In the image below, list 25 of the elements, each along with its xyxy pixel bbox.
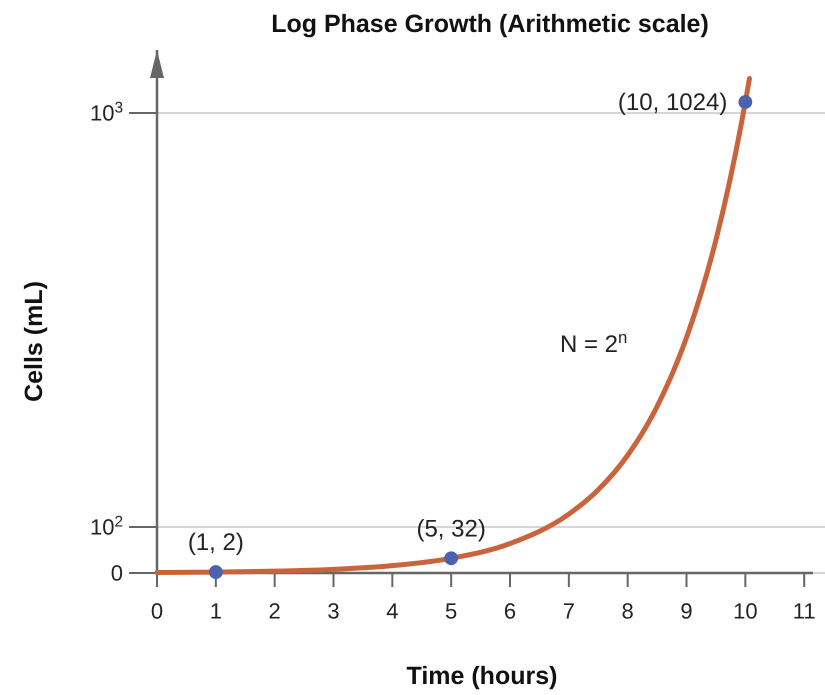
point bbox=[738, 95, 752, 109]
annotation: N = 2$^{n}$ bbox=[560, 328, 628, 358]
x-tick-label: 5 bbox=[445, 598, 458, 624]
x-tick-label: 2 bbox=[268, 598, 281, 624]
y-tick-label: 10$^{2}$ bbox=[90, 513, 123, 540]
y-tick-label: 0 bbox=[110, 560, 123, 586]
y-axis-title: Cells (mL) bbox=[20, 281, 48, 402]
x-tick-label: 1 bbox=[210, 598, 222, 624]
y-tick-label: 10$^{3}$ bbox=[90, 99, 123, 126]
annotation: (5, 32) bbox=[416, 515, 486, 542]
x-tick-label: 3 bbox=[327, 598, 340, 624]
x-tick-label: 8 bbox=[622, 598, 634, 624]
annotation: (1, 2) bbox=[188, 529, 244, 556]
point bbox=[208, 565, 223, 579]
x-tick-label: 11 bbox=[792, 598, 816, 624]
x-tick-label: 4 bbox=[386, 598, 398, 624]
x-tick-label: 10 bbox=[733, 598, 758, 624]
annotation: (10, 1024) bbox=[618, 88, 728, 116]
x-axis-title: Time (hours) bbox=[406, 662, 558, 690]
x-tick-label: 7 bbox=[562, 598, 575, 624]
x-tick-label: 6 bbox=[504, 598, 516, 624]
point bbox=[444, 551, 458, 566]
x-tick-label: 9 bbox=[680, 598, 693, 624]
chart-title: Log Phase Growth (Arithmetic scale) bbox=[271, 10, 709, 38]
x-tick-label: 0 bbox=[150, 598, 164, 624]
